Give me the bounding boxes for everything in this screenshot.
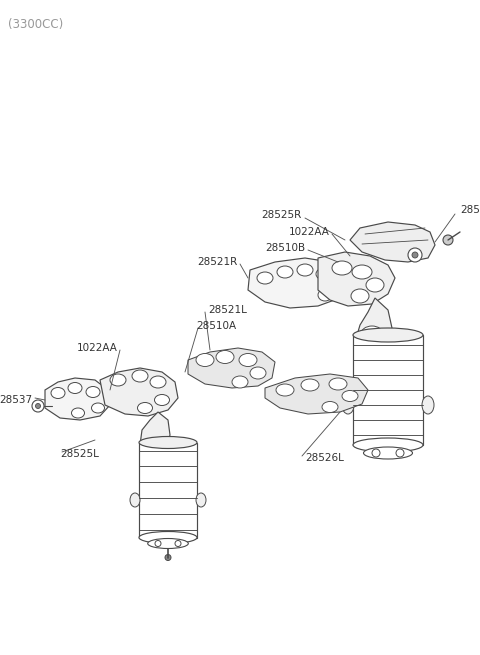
Circle shape [408,248,422,262]
Text: 28521L: 28521L [208,305,247,315]
Text: 1022AA: 1022AA [289,227,330,237]
Circle shape [372,449,380,457]
Ellipse shape [277,266,293,278]
Circle shape [155,540,161,546]
Polygon shape [350,222,435,262]
Ellipse shape [332,261,352,275]
Ellipse shape [276,384,294,396]
Ellipse shape [92,403,105,413]
Circle shape [412,252,418,258]
Ellipse shape [139,436,197,449]
Ellipse shape [137,403,153,413]
Text: 28521R: 28521R [198,257,238,267]
Circle shape [443,235,453,245]
Ellipse shape [132,370,148,382]
Ellipse shape [351,289,369,303]
Text: (3300CC): (3300CC) [8,18,63,31]
Ellipse shape [72,408,84,418]
Ellipse shape [130,493,140,507]
Ellipse shape [366,278,384,292]
Text: 28525L: 28525L [60,449,99,459]
Circle shape [36,403,40,409]
Ellipse shape [139,531,197,544]
Circle shape [32,400,44,412]
Ellipse shape [361,326,383,342]
Bar [139,443,197,538]
Ellipse shape [352,265,372,279]
Bar [353,335,423,445]
Ellipse shape [363,447,412,459]
Ellipse shape [342,396,354,414]
Ellipse shape [150,376,166,388]
Ellipse shape [155,394,169,405]
Ellipse shape [239,354,257,367]
Ellipse shape [148,538,188,548]
Polygon shape [318,252,395,306]
Circle shape [396,449,404,457]
Ellipse shape [297,264,313,276]
Ellipse shape [110,374,126,386]
Polygon shape [45,378,110,420]
Ellipse shape [250,367,266,379]
Ellipse shape [316,268,332,280]
Ellipse shape [329,378,347,390]
Polygon shape [188,348,275,388]
Ellipse shape [232,376,248,388]
Polygon shape [265,374,368,414]
Ellipse shape [196,493,206,507]
Text: 28537: 28537 [460,205,480,215]
Polygon shape [100,368,178,416]
Polygon shape [355,298,392,365]
Ellipse shape [342,390,358,402]
Ellipse shape [68,383,82,394]
Ellipse shape [422,396,434,414]
Ellipse shape [196,354,214,367]
Circle shape [165,555,171,561]
Polygon shape [248,258,348,308]
Ellipse shape [353,328,423,342]
Ellipse shape [51,388,65,398]
Text: 28510B: 28510B [265,243,305,253]
Ellipse shape [86,386,100,398]
Ellipse shape [353,438,423,452]
Ellipse shape [327,279,341,291]
Circle shape [175,540,181,546]
Text: 28525R: 28525R [262,210,302,220]
Ellipse shape [257,272,273,284]
Polygon shape [140,412,170,460]
Ellipse shape [322,402,338,413]
Ellipse shape [318,289,332,301]
Text: 28537: 28537 [0,395,32,405]
Text: 28526L: 28526L [305,453,344,463]
Text: 28510A: 28510A [196,321,236,331]
Ellipse shape [216,350,234,364]
Ellipse shape [301,379,319,391]
Text: 1022AA: 1022AA [77,343,118,353]
